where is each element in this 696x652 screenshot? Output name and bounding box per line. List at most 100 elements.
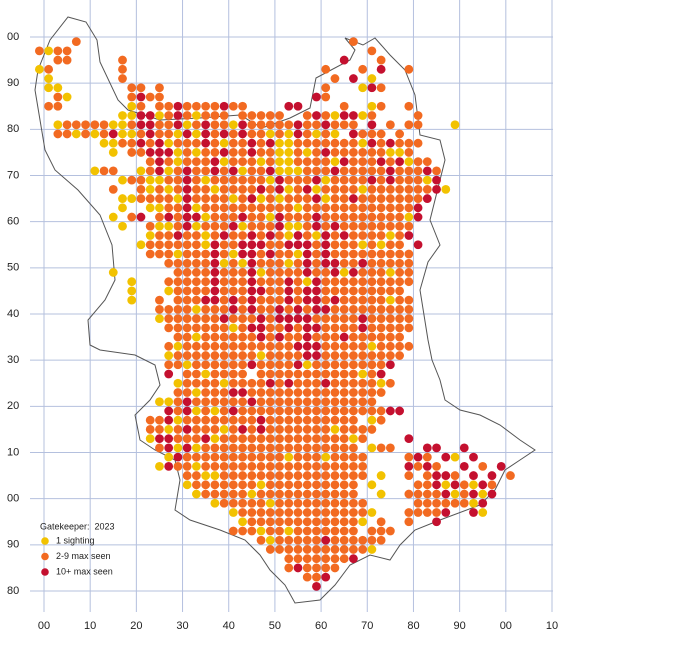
dot (99, 138, 109, 148)
dot (228, 240, 238, 250)
dot (367, 249, 377, 259)
dot (302, 434, 312, 444)
dot (395, 286, 404, 296)
dot (302, 526, 312, 536)
dot (173, 221, 183, 231)
dot (228, 498, 238, 508)
dot (210, 397, 220, 407)
dot (201, 378, 211, 388)
dot (247, 489, 257, 499)
dot (275, 443, 284, 453)
dot (312, 508, 321, 517)
dot (339, 341, 349, 351)
dot (349, 498, 358, 508)
dot (201, 138, 211, 148)
dot (293, 212, 303, 222)
dot (349, 489, 358, 499)
dot (247, 212, 257, 222)
dot (395, 231, 404, 240)
dot (385, 526, 395, 536)
dot (413, 461, 423, 471)
dot (219, 498, 229, 508)
dot (404, 295, 414, 305)
dot (127, 148, 137, 157)
dot (284, 563, 294, 573)
dot (367, 415, 377, 425)
dot (302, 323, 312, 333)
dot (385, 351, 395, 360)
dot (145, 184, 155, 194)
dot (164, 323, 174, 333)
dot (385, 268, 395, 277)
dot (293, 443, 303, 453)
dot (385, 221, 395, 231)
dot (284, 471, 294, 480)
dot (358, 194, 368, 203)
dot (155, 120, 164, 130)
dot (173, 434, 183, 444)
dot (275, 369, 284, 379)
dot (275, 194, 284, 203)
dot (210, 360, 220, 370)
dot (265, 489, 275, 499)
dot (349, 517, 358, 527)
dot (312, 295, 321, 305)
dot (247, 258, 257, 268)
dot (247, 175, 257, 185)
dot (256, 378, 266, 388)
dot (192, 443, 201, 453)
dot (404, 268, 414, 277)
dot (284, 120, 294, 130)
dot (192, 212, 201, 222)
dot (201, 360, 211, 370)
dot (256, 194, 266, 203)
dot (404, 258, 414, 268)
dot (302, 111, 312, 120)
dot (34, 64, 44, 74)
dot (201, 111, 211, 120)
dot (376, 64, 386, 74)
dot (321, 120, 331, 130)
dot (210, 258, 220, 268)
dot (367, 157, 377, 167)
dot (210, 194, 220, 203)
dot (321, 425, 331, 434)
dot (284, 415, 294, 425)
dot (422, 443, 432, 453)
dot (330, 508, 340, 517)
dot (339, 231, 349, 240)
dot (376, 378, 386, 388)
dot (164, 443, 174, 453)
dot (284, 203, 294, 213)
dot (201, 175, 211, 185)
dot (349, 231, 358, 240)
dot (330, 184, 340, 194)
dot (321, 443, 331, 453)
dot (321, 452, 331, 462)
dot (228, 526, 238, 536)
dot (441, 498, 451, 508)
dot (265, 443, 275, 453)
dot (367, 129, 377, 139)
dot (349, 480, 358, 490)
dot (155, 101, 164, 111)
dot (145, 231, 155, 240)
dot (441, 471, 451, 480)
dot (376, 535, 386, 545)
x-tick-label: 90 (454, 620, 466, 632)
dot (385, 332, 395, 342)
y-tick-label: 20 (7, 400, 19, 412)
dot (118, 138, 127, 148)
dot (330, 166, 340, 176)
dot (238, 249, 247, 259)
dot (469, 489, 478, 499)
dot (265, 341, 275, 351)
dot (385, 406, 395, 416)
dot (422, 452, 432, 462)
dot (349, 157, 358, 167)
dot (201, 415, 211, 425)
dot (265, 388, 275, 397)
dot (302, 351, 312, 360)
dot (284, 397, 294, 407)
dot (247, 221, 257, 231)
